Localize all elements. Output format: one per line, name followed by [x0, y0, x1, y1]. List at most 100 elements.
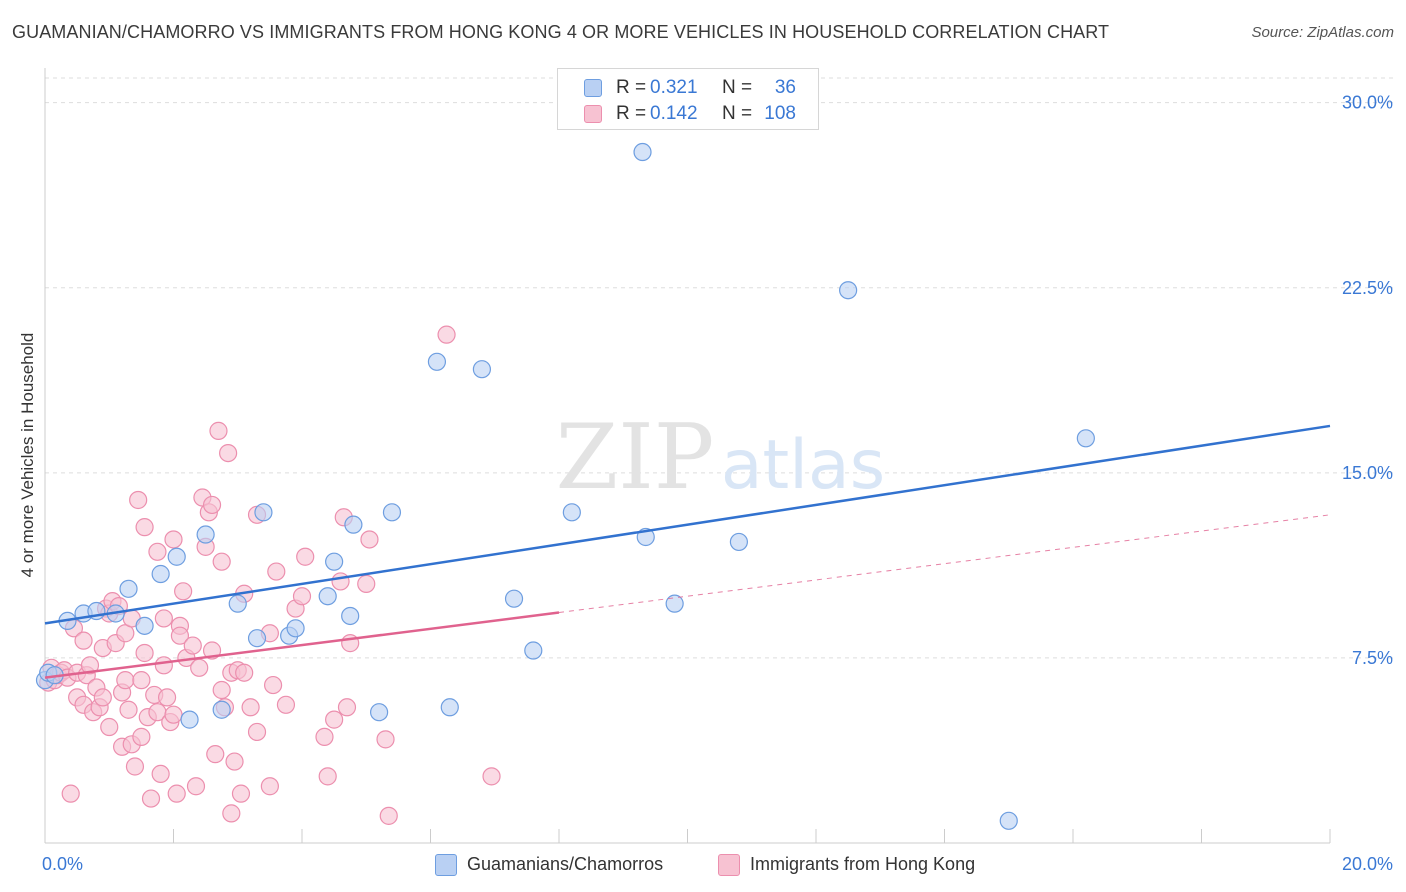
data-point	[231, 784, 251, 803]
pink-swatch	[718, 854, 740, 876]
data-point	[437, 325, 456, 344]
data-point	[504, 589, 524, 608]
n-label: N =	[722, 77, 753, 98]
y-tick-label: 22.5%	[1342, 278, 1393, 298]
data-point	[212, 552, 231, 571]
data-point	[80, 656, 100, 675]
r-value: 0.321	[650, 77, 698, 98]
data-point	[167, 547, 186, 566]
data-point	[125, 757, 145, 776]
trend-line-guamanian	[44, 424, 1331, 625]
data-point	[174, 582, 193, 601]
stats-legend: R = 0.321 N = 36 R = 0.142 N = 108	[557, 68, 819, 130]
data-point	[382, 503, 402, 522]
y-tick-label: 7.5%	[1352, 648, 1393, 668]
data-point	[190, 658, 209, 677]
blue-swatch	[435, 854, 457, 876]
r-label: R =	[616, 77, 647, 98]
data-point	[154, 609, 173, 628]
data-point	[180, 710, 199, 729]
data-point	[157, 688, 177, 707]
data-point	[247, 629, 267, 648]
data-point	[212, 680, 231, 700]
trend-lines	[44, 424, 1331, 679]
data-point	[132, 727, 151, 746]
data-point	[129, 490, 148, 510]
data-point	[183, 636, 202, 655]
data-point	[344, 515, 363, 534]
data-point	[196, 525, 215, 544]
data-point	[276, 695, 296, 714]
tick-labels: 7.5% 15.0% 22.5% 30.0% 0.0% 20.0%	[42, 93, 1393, 874]
data-point	[235, 663, 254, 682]
data-point	[267, 562, 286, 581]
data-point	[135, 616, 154, 635]
r-value: 0.142	[650, 103, 698, 124]
series-guamanian-points	[35, 142, 1095, 830]
data-point	[427, 352, 447, 371]
data-point	[318, 587, 337, 606]
data-point	[225, 752, 244, 771]
data-point	[360, 530, 379, 549]
data-point	[154, 656, 173, 675]
data-point	[260, 777, 279, 796]
data-point	[286, 619, 305, 638]
data-point	[263, 675, 283, 695]
stats-row-hongkong: R = 0.142 N = 108	[558, 101, 818, 127]
source-label: Source: ZipAtlas.com	[1251, 24, 1394, 41]
data-point	[357, 574, 376, 593]
data-point	[132, 671, 151, 690]
data-point	[337, 698, 357, 717]
data-point	[170, 626, 190, 645]
data-point	[633, 142, 652, 162]
data-point	[341, 606, 360, 626]
series-hongkong-points	[39, 325, 501, 825]
data-point	[325, 552, 344, 571]
grid-lines	[45, 77, 1395, 659]
data-point	[228, 594, 247, 613]
data-point	[61, 784, 80, 803]
data-point	[212, 700, 231, 719]
data-point	[440, 698, 459, 717]
watermark: ZIP atlas	[556, 405, 885, 510]
data-point	[119, 700, 138, 719]
data-point	[222, 804, 241, 823]
data-point	[206, 745, 225, 764]
data-point	[164, 705, 183, 724]
data-point	[839, 281, 858, 300]
data-point	[379, 806, 398, 825]
data-point	[100, 717, 119, 737]
data-point	[74, 631, 93, 650]
data-point	[247, 722, 267, 742]
data-point	[665, 594, 684, 613]
data-point	[116, 671, 135, 690]
n-label: N =	[722, 103, 753, 124]
data-point	[241, 698, 260, 717]
pink-swatch	[584, 105, 602, 123]
data-point	[331, 572, 350, 591]
data-point	[93, 688, 112, 707]
data-point	[135, 643, 154, 663]
data-point	[482, 767, 501, 786]
legend-label: Immigrants from Hong Kong	[750, 854, 976, 874]
data-point	[370, 703, 389, 722]
data-point	[119, 579, 138, 598]
data-point	[141, 789, 161, 808]
data-point	[524, 641, 543, 660]
data-point	[164, 530, 183, 549]
data-point	[151, 764, 170, 784]
data-point	[562, 503, 581, 522]
n-value: 108	[764, 103, 796, 124]
data-point	[1076, 429, 1095, 448]
data-point	[186, 777, 206, 796]
series-legend: Guamanians/Chamorros Immigrants from Hon…	[0, 852, 1406, 878]
data-point	[472, 360, 491, 379]
data-point	[318, 767, 337, 786]
data-point	[296, 547, 315, 566]
data-point	[202, 495, 222, 515]
data-point	[325, 710, 344, 729]
x-tick-label: 20.0%	[1342, 854, 1393, 874]
data-point	[135, 518, 154, 537]
y-tick-label: 30.0%	[1342, 93, 1393, 113]
data-point	[148, 542, 167, 561]
